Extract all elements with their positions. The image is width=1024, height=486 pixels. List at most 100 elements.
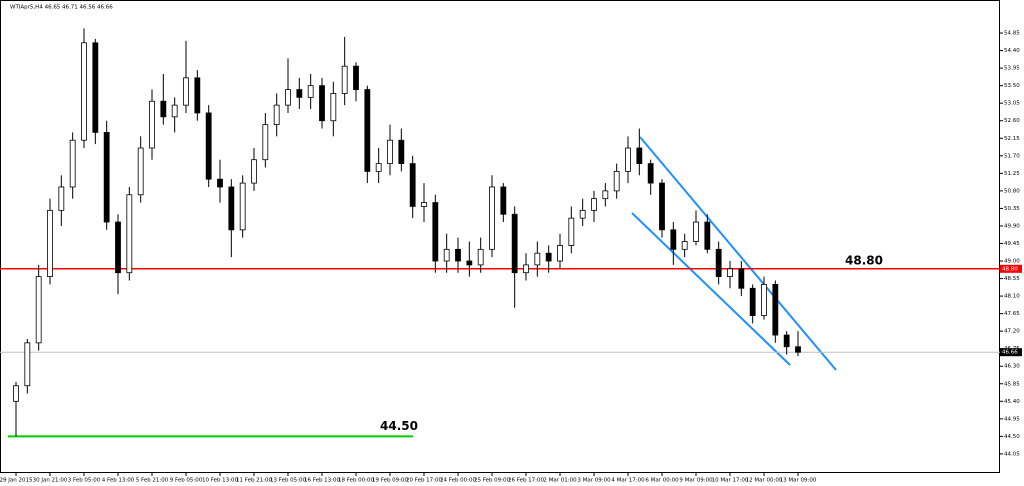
candle-body: [783, 334, 790, 348]
y-tick-label: 50.35: [1004, 206, 1020, 212]
hline-label: 44.50: [380, 419, 418, 433]
candle-body: [421, 202, 427, 207]
candle-body: [81, 42, 87, 141]
candle-body: [466, 260, 473, 266]
y-tick-label: 53.05: [1004, 101, 1020, 107]
y-tick-label: 45.85: [1004, 381, 1020, 387]
candle-body: [625, 147, 631, 172]
x-tick-label: 9 Mar 09:00: [679, 478, 713, 484]
x-tick-label: 13 Feb 05:00: [270, 478, 307, 484]
channel-upper: [639, 136, 837, 371]
candle-body: [670, 229, 677, 250]
candle-body: [375, 163, 382, 172]
candle-body: [772, 283, 779, 336]
candle-body: [659, 182, 665, 231]
candle-body: [636, 147, 643, 164]
candle-body: [251, 159, 257, 184]
candle-body: [307, 85, 314, 98]
candle-body: [58, 186, 65, 211]
candle-body: [126, 194, 133, 274]
x-tick-label: 2 Mar 01:00: [543, 478, 577, 484]
x-tick-label: 29 Jan 2015: [0, 478, 33, 484]
candle-body: [35, 276, 42, 344]
x-tick-label: 6 Mar 00:00: [645, 478, 679, 484]
candle-body: [738, 268, 745, 289]
y-tick-label: 52.15: [1004, 136, 1020, 142]
candle-body: [432, 202, 439, 262]
candle-body: [749, 287, 756, 316]
candle-body: [296, 89, 303, 98]
x-tick-label: 19 Feb 09:00: [372, 478, 409, 484]
candle-body: [398, 139, 405, 164]
candle-body: [228, 186, 235, 231]
candle-body: [693, 221, 699, 242]
candle-body: [591, 198, 597, 211]
y-tick-label: 49.90: [1004, 223, 1020, 229]
candle-body: [285, 89, 291, 106]
y-tick-label: 48.10: [1004, 294, 1020, 300]
candle-body: [319, 85, 325, 122]
y-tick-label: 51.25: [1004, 171, 1020, 177]
candle-body: [262, 124, 269, 161]
candle-body: [103, 132, 110, 223]
candle-body: [727, 268, 733, 278]
candle-body: [239, 182, 246, 231]
candle-body: [205, 112, 212, 180]
x-tick-label: 3 Mar 09:00: [577, 478, 611, 484]
candle-body: [647, 163, 654, 184]
x-tick-label: 24 Feb 00:00: [440, 478, 477, 484]
candle-body: [13, 385, 19, 402]
candle-body: [183, 77, 189, 106]
x-tick-label: 12 Mar 00:00: [746, 478, 783, 484]
candle-body: [364, 89, 371, 172]
x-tick-label: 26 Feb 17:00: [508, 478, 545, 484]
candle-body: [160, 100, 167, 118]
y-tick-label: 49.00: [1004, 259, 1020, 265]
candle-body: [477, 248, 484, 266]
y-tick-label: 48.55: [1004, 276, 1020, 282]
y-tick-label: 45.40: [1004, 399, 1020, 405]
x-tick-label: 3 Feb 05:00: [68, 478, 101, 484]
x-tick-label: 9 Feb 05:00: [170, 478, 203, 484]
price-tag: [1000, 348, 1022, 357]
hline-label: 48.80: [845, 253, 883, 267]
candle-body: [795, 346, 801, 353]
y-tick-label: 49.45: [1004, 241, 1020, 247]
candle-body: [568, 217, 575, 246]
y-tick-label: 44.05: [1004, 451, 1020, 457]
y-tick-label: 52.60: [1004, 118, 1020, 124]
x-tick-label: 30 Jan 21:00: [33, 478, 68, 484]
candle-body: [217, 178, 223, 188]
candle-body: [137, 147, 144, 196]
x-tick-label: 11 Feb 21:00: [236, 478, 273, 484]
y-tick-label: 53.95: [1004, 66, 1020, 72]
candle-body: [171, 104, 178, 118]
candle-body: [715, 248, 722, 278]
candle-body: [47, 209, 53, 278]
candle-body: [579, 209, 586, 219]
y-tick-label: 53.50: [1004, 83, 1020, 89]
y-tick-label: 44.50: [1004, 434, 1020, 440]
y-tick-label: 47.20: [1004, 329, 1020, 335]
candle-body: [681, 241, 688, 250]
candle-body: [443, 248, 450, 262]
candle-body: [500, 186, 507, 215]
candle-body: [523, 264, 529, 274]
candle-body: [534, 252, 541, 266]
candle-body: [387, 139, 393, 164]
candle-body: [455, 248, 461, 262]
y-tick-label: 54.40: [1004, 48, 1020, 54]
chart-title: WTIApr5,H4 46.65 46.71 46.56 46.66: [10, 5, 113, 11]
x-tick-label: 5 Feb 21:00: [136, 478, 169, 484]
candle-body: [511, 213, 518, 274]
candle-body: [409, 163, 416, 207]
x-tick-label: 4 Feb 13:00: [102, 478, 135, 484]
y-tick-label: 51.70: [1004, 153, 1020, 159]
candle-body: [69, 139, 76, 188]
candle-body: [149, 100, 155, 149]
x-tick-label: 4 Mar 17:00: [611, 478, 645, 484]
candle-body: [761, 283, 767, 316]
x-tick-label: 16 Feb 13:00: [304, 478, 341, 484]
